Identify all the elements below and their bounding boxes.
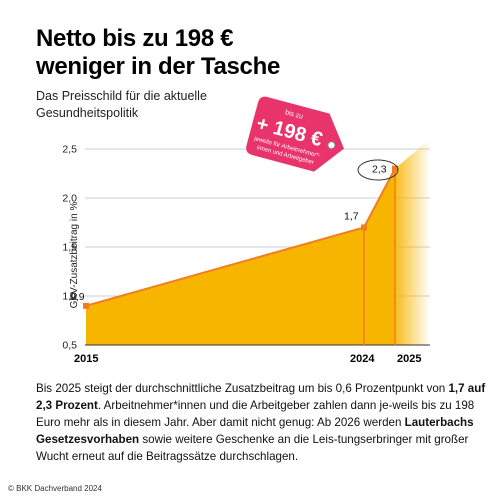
price-tag-top-text: bis zu [284,109,304,121]
x-tick-label: 2015 [74,353,98,365]
subtitle: Das Preisschild für die aktuelle Gesundh… [36,88,336,122]
area-extension [395,139,430,345]
y-tick-label: 1,0 [62,291,77,303]
title-line-1: Netto bis zu 198 € [36,25,234,52]
y-tick-label: 2,5 [62,144,77,156]
subtitle-line-1: Das Preisschild für die aktuelle [36,89,207,103]
y-tick-label: 2,0 [62,193,77,205]
chart: 0,5 1,0 1,5 2,0 2,5 GKV-Zusatzbeitrag in % 201… [62,96,430,365]
x-tick-label: 2025 [397,353,421,365]
body-text-part-2: . Arbeitnehmer*innen und die Arbeitgeber… [36,399,475,429]
copyright-footer: © BKK Dachverband 2024 [8,484,102,493]
y-axis-title: GKV-Zusatzbeitrag in % [69,202,80,309]
body-text: Bis 2025 steigt der durchschnittliche Zu… [36,380,488,465]
price-tag-string [357,159,399,181]
subtitle-line-2: Gesundheitspolitik [36,106,139,120]
price-tag: bis zu+ 198 €jeweils für Arbeitnehmer*-i… [246,96,344,172]
price-tag-body [246,96,344,172]
x-tick-label: 2024 [350,353,375,365]
data-point [392,165,398,172]
data-label: 0,9 [70,291,85,303]
body-text-part-1: Bis 2025 steigt der durchschnittliche Zu… [36,382,449,395]
body-text-part-3: sowie weitere Geschenke an die Leis-tung… [36,433,469,463]
data-point [361,224,367,231]
price-tag-hole [327,141,336,150]
data-label: 2,3 [372,164,387,176]
y-tick-label: 1,5 [62,242,77,254]
data-label: 1,7 [344,210,359,222]
body-bold-1: 1,7 auf 2,3 Prozent [36,382,486,412]
data-point [83,302,89,309]
title-line-2: weniger in der Tasche [36,53,281,80]
body-bold-2: Lauterbachs Gesetzesvorhaben [36,416,474,446]
y-tick-label: 0,5 [62,340,77,352]
page-title: Netto bis zu 198 € weniger in der Tasche [36,25,476,81]
area-fill [86,168,395,345]
